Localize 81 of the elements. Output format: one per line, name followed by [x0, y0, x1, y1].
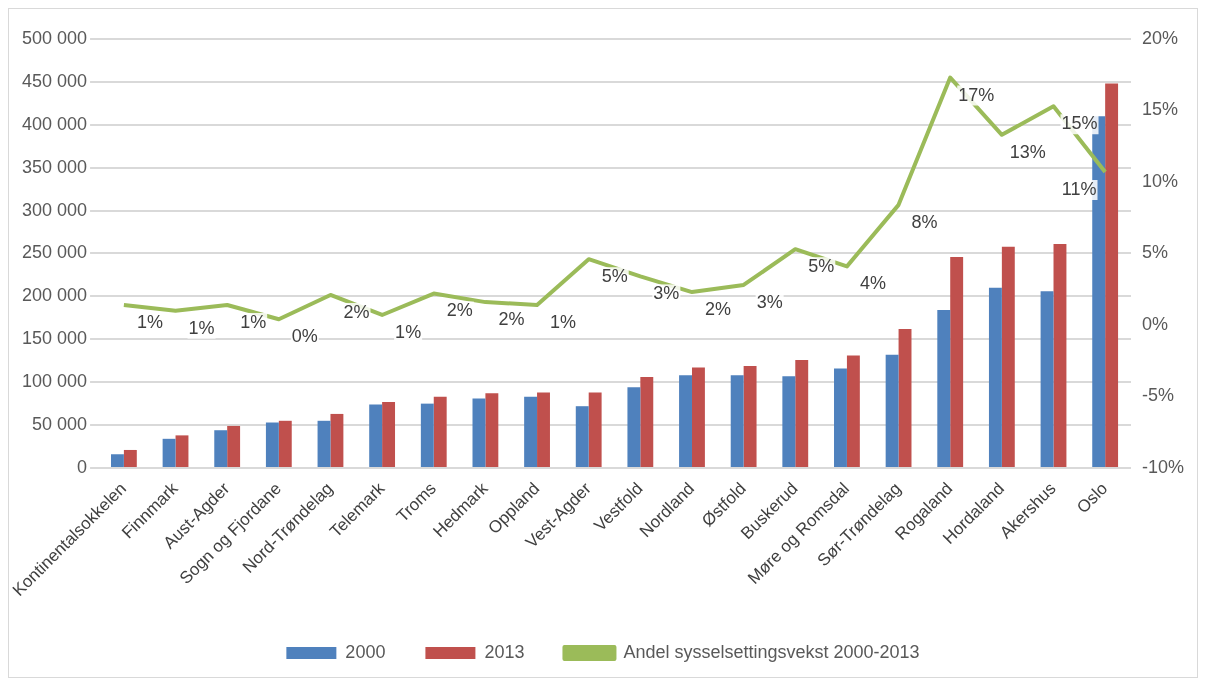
data-label: 1%	[188, 317, 215, 338]
data-label: 17%	[958, 84, 995, 105]
data-label: 2%	[704, 299, 731, 320]
bar	[575, 406, 589, 467]
bar	[691, 367, 705, 467]
data-label: 1%	[395, 321, 422, 342]
bar	[472, 398, 486, 467]
data-label: 1%	[550, 311, 577, 332]
bar	[1053, 244, 1067, 467]
bar	[524, 396, 538, 467]
bar	[330, 413, 344, 467]
data-label: 11%	[1061, 178, 1097, 199]
bar	[730, 375, 744, 467]
bar	[214, 430, 228, 467]
bar	[420, 403, 434, 467]
bar	[175, 435, 189, 467]
bar	[640, 377, 654, 467]
bar	[898, 328, 912, 467]
y2-tick-label: -5%	[1141, 385, 1174, 406]
data-label: 2%	[446, 300, 473, 321]
legend-label: 2000	[345, 641, 386, 662]
bar	[227, 425, 241, 467]
bar	[846, 355, 860, 467]
bar	[1040, 291, 1054, 467]
bar	[834, 368, 847, 467]
y-tick-label: 100 000	[21, 371, 88, 392]
y-tick-label: 500 000	[21, 27, 88, 48]
bar	[369, 404, 383, 467]
bar	[537, 392, 550, 467]
y-tick-label: 450 000	[21, 70, 88, 91]
y-tick-label: 150 000	[21, 328, 88, 349]
y-tick-label: 350 000	[21, 156, 88, 177]
y2-tick-label: 5%	[1141, 242, 1168, 263]
bar	[433, 396, 447, 467]
bar	[627, 387, 641, 467]
data-label: 2%	[498, 309, 525, 330]
bar	[265, 422, 279, 467]
legend-label: Andel sysselsettingsvekst 2000-2013	[623, 641, 920, 662]
y-tick-label: 400 000	[21, 113, 88, 134]
bar	[679, 375, 692, 467]
bar	[1001, 246, 1015, 467]
bar	[988, 287, 1002, 467]
y2-tick-label: 0%	[1141, 313, 1168, 334]
y2-tick-label: 15%	[1141, 99, 1179, 120]
data-label: 8%	[911, 211, 938, 232]
x-tick-label: Oslo	[1073, 478, 1112, 518]
y-tick-label: 200 000	[21, 285, 88, 306]
bar	[743, 365, 757, 467]
bar	[782, 376, 796, 467]
bar	[937, 310, 951, 467]
bar	[123, 449, 137, 467]
y-tick-label: 300 000	[21, 199, 88, 220]
y2-tick-label: -10%	[1141, 456, 1185, 477]
y2-tick-label: 10%	[1141, 170, 1179, 191]
bar	[1105, 83, 1119, 467]
data-label: 1%	[240, 311, 267, 332]
bar	[317, 420, 331, 467]
data-label: 3%	[756, 291, 783, 312]
y2-tick-label: 20%	[1141, 27, 1179, 48]
bar	[950, 256, 964, 467]
legend-label: 2013	[484, 641, 525, 662]
data-label: 5%	[601, 266, 628, 287]
data-label: 5%	[808, 256, 835, 277]
y-tick-label: 0	[77, 456, 88, 477]
data-label: 1%	[136, 311, 163, 332]
data-label: 0%	[291, 326, 318, 347]
bar	[485, 393, 499, 467]
data-label: 4%	[859, 273, 886, 294]
bar	[885, 354, 899, 467]
bar	[795, 359, 809, 467]
bar	[110, 454, 124, 467]
bar	[588, 392, 602, 467]
bar	[278, 420, 292, 467]
bar	[162, 438, 176, 467]
data-label: 2%	[343, 301, 370, 322]
bar	[382, 401, 396, 467]
y-tick-label: 250 000	[21, 242, 88, 263]
y-tick-label: 50 000	[32, 414, 88, 435]
data-label: 13%	[1009, 141, 1046, 162]
data-label: 15%	[1061, 113, 1098, 134]
data-label: 3%	[653, 283, 680, 304]
